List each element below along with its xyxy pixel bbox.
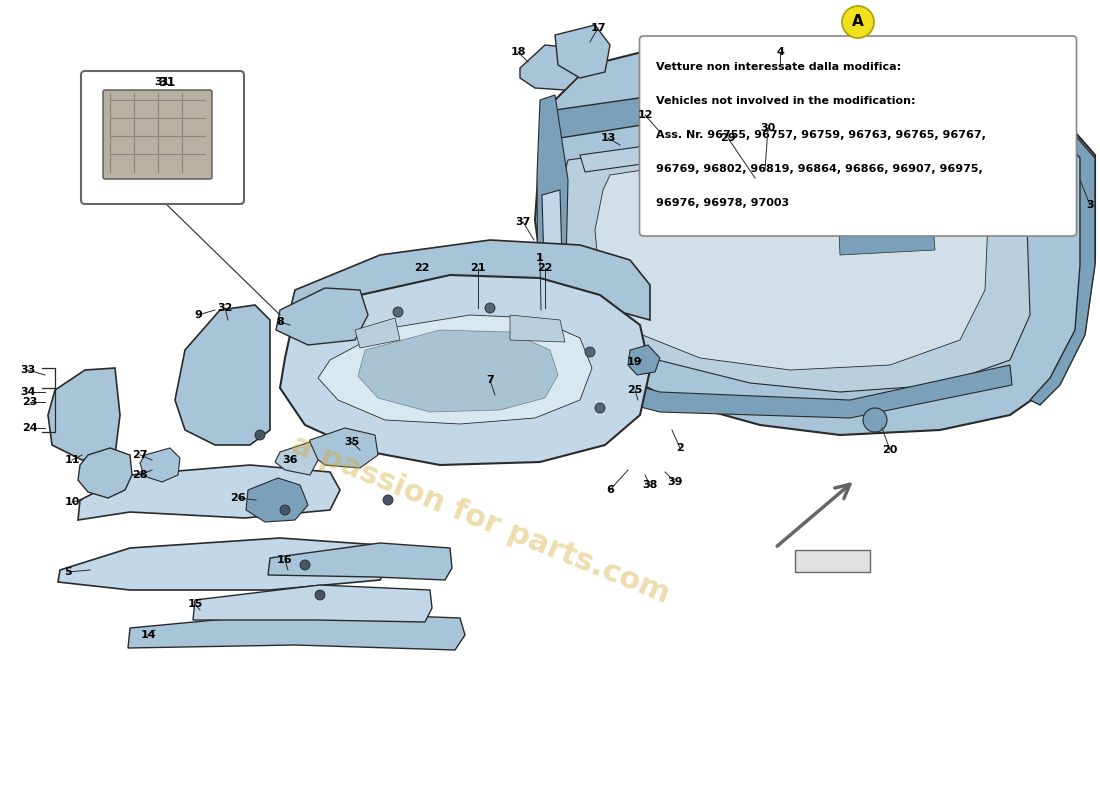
Text: 8: 8 [276, 317, 284, 327]
Text: 1: 1 [536, 253, 543, 263]
Text: 33: 33 [21, 365, 35, 375]
Polygon shape [140, 448, 180, 482]
Text: 13: 13 [601, 133, 616, 143]
Polygon shape [308, 428, 378, 468]
Polygon shape [556, 365, 1012, 418]
Text: 25: 25 [627, 385, 642, 395]
Polygon shape [520, 45, 580, 90]
Text: 36: 36 [283, 455, 298, 465]
Text: 10: 10 [64, 497, 79, 507]
Circle shape [315, 590, 324, 600]
Polygon shape [510, 315, 565, 342]
Text: 21: 21 [471, 263, 486, 273]
Text: 28: 28 [132, 470, 147, 480]
Polygon shape [290, 240, 650, 325]
Text: 22: 22 [537, 263, 552, 273]
Circle shape [393, 307, 403, 317]
Polygon shape [280, 275, 650, 465]
Polygon shape [542, 190, 562, 265]
Text: 29: 29 [720, 133, 736, 143]
Text: 24: 24 [22, 423, 37, 433]
FancyBboxPatch shape [795, 550, 870, 572]
Text: 31: 31 [158, 75, 176, 89]
Polygon shape [342, 365, 580, 462]
Text: 37: 37 [515, 217, 530, 227]
Text: Vetture non interessate dalla modifica:: Vetture non interessate dalla modifica: [656, 62, 901, 72]
Text: 19: 19 [627, 357, 642, 367]
Polygon shape [276, 288, 369, 345]
Circle shape [255, 430, 265, 440]
Polygon shape [537, 95, 568, 355]
Polygon shape [318, 315, 592, 424]
Text: 39: 39 [668, 477, 683, 487]
Text: Ass. Nr. 96755, 96757, 96759, 96763, 96765, 96767,: Ass. Nr. 96755, 96757, 96759, 96763, 967… [656, 130, 986, 140]
Polygon shape [246, 478, 308, 522]
Polygon shape [175, 305, 270, 445]
Polygon shape [128, 612, 465, 650]
Text: 30: 30 [760, 123, 775, 133]
Text: 2: 2 [676, 443, 684, 453]
Polygon shape [268, 543, 452, 580]
Polygon shape [275, 442, 318, 475]
Polygon shape [660, 175, 820, 230]
Polygon shape [556, 118, 1030, 392]
Text: 3: 3 [1086, 200, 1093, 210]
Text: 5: 5 [64, 567, 72, 577]
Circle shape [864, 408, 887, 432]
Text: 6: 6 [606, 485, 614, 495]
Circle shape [300, 560, 310, 570]
Text: 16: 16 [277, 555, 293, 565]
Circle shape [595, 403, 605, 413]
Circle shape [383, 495, 393, 505]
Text: 17: 17 [591, 23, 606, 33]
Text: 34: 34 [20, 387, 35, 397]
Text: 96769, 96802, 96819, 96864, 96866, 96907, 96975,: 96769, 96802, 96819, 96864, 96866, 96907… [656, 164, 982, 174]
Polygon shape [78, 465, 340, 520]
Text: A: A [852, 14, 864, 30]
Text: 11: 11 [64, 455, 79, 465]
Polygon shape [58, 538, 390, 590]
Text: 31: 31 [154, 77, 169, 87]
Polygon shape [192, 585, 432, 622]
Text: 26: 26 [230, 493, 245, 503]
Polygon shape [358, 330, 558, 412]
Text: 18: 18 [510, 47, 526, 57]
Text: 7: 7 [486, 375, 494, 385]
Polygon shape [838, 175, 935, 255]
FancyBboxPatch shape [103, 90, 212, 179]
Polygon shape [556, 25, 610, 78]
Text: 20: 20 [882, 445, 898, 455]
Text: 38: 38 [642, 480, 658, 490]
Polygon shape [580, 115, 1025, 175]
Text: 9: 9 [194, 310, 202, 320]
Circle shape [585, 347, 595, 357]
Polygon shape [628, 345, 660, 375]
Text: 27: 27 [132, 450, 147, 460]
Polygon shape [48, 368, 120, 460]
Text: 96976, 96978, 97003: 96976, 96978, 97003 [656, 198, 789, 208]
Text: 22: 22 [415, 263, 430, 273]
FancyBboxPatch shape [81, 71, 244, 204]
Circle shape [280, 505, 290, 515]
Text: 14: 14 [140, 630, 156, 640]
Polygon shape [355, 318, 400, 348]
Polygon shape [78, 448, 132, 498]
Polygon shape [595, 135, 990, 370]
Polygon shape [1030, 118, 1094, 405]
Text: 15: 15 [187, 599, 202, 609]
Circle shape [485, 303, 495, 313]
Circle shape [752, 172, 768, 188]
FancyBboxPatch shape [639, 36, 1077, 236]
Text: 35: 35 [344, 437, 360, 447]
Text: a passion for parts.com: a passion for parts.com [286, 430, 673, 610]
Text: 12: 12 [637, 110, 652, 120]
Text: Vehicles not involved in the modification:: Vehicles not involved in the modificatio… [656, 96, 915, 106]
Text: 23: 23 [22, 397, 37, 407]
Polygon shape [556, 65, 1070, 145]
Polygon shape [535, 50, 1094, 435]
Text: 4: 4 [777, 47, 784, 57]
Circle shape [842, 6, 874, 38]
Text: 32: 32 [218, 303, 233, 313]
